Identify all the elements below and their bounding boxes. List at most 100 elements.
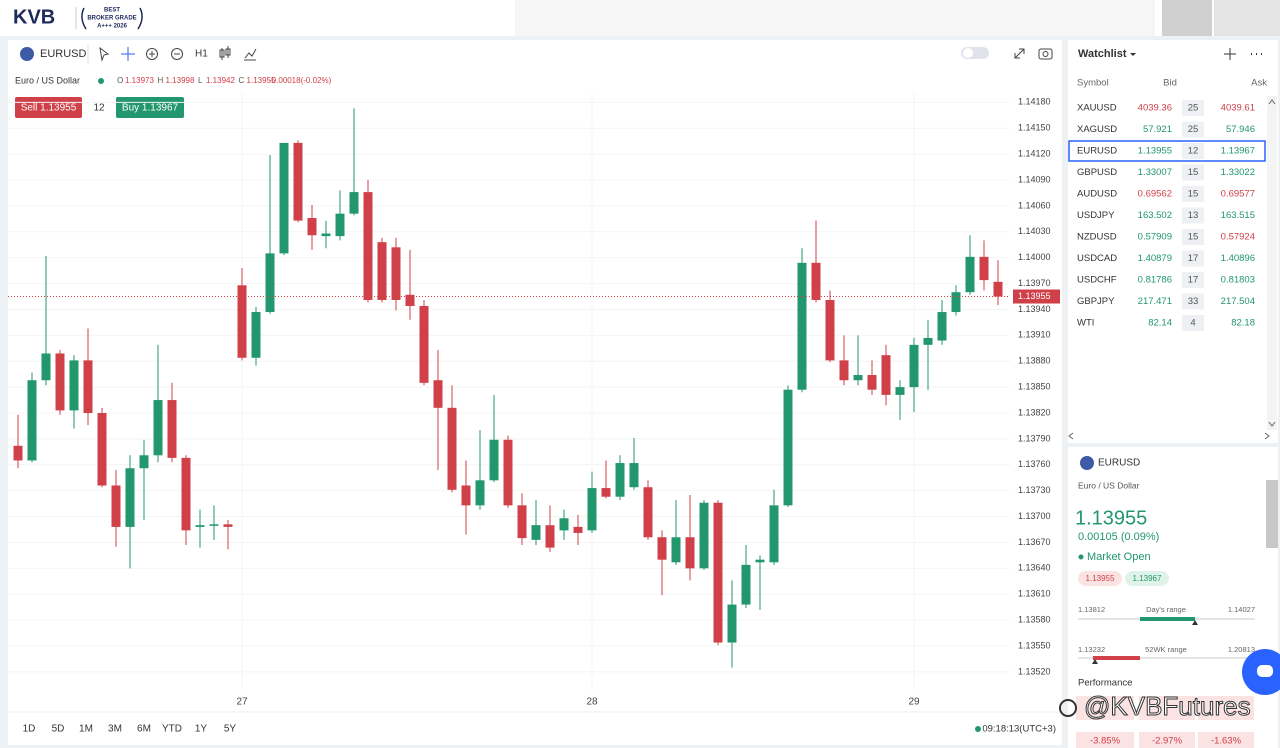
y-tick-label: 1.14030 bbox=[1018, 226, 1051, 236]
spread: 25 bbox=[1188, 124, 1199, 135]
spread-box bbox=[1182, 186, 1204, 202]
interval[interactable]: H1 bbox=[195, 49, 208, 60]
range-button[interactable]: YTD bbox=[162, 724, 182, 735]
watchlist-title[interactable]: Watchlist bbox=[1078, 48, 1127, 60]
dropdown-icon[interactable] bbox=[1130, 53, 1136, 56]
bid: 0.69562 bbox=[1138, 189, 1172, 200]
scrollbar-thumb[interactable] bbox=[1266, 480, 1278, 548]
spread: 15 bbox=[1188, 189, 1199, 200]
legend-key: H bbox=[158, 76, 164, 85]
crosshair-icon[interactable] bbox=[121, 47, 135, 61]
chart-type-icon[interactable] bbox=[219, 46, 231, 60]
candle-body bbox=[363, 192, 373, 300]
ask: 1.13967 bbox=[1221, 146, 1255, 157]
cursor-icon[interactable] bbox=[99, 46, 110, 62]
candle-body bbox=[307, 217, 317, 236]
indicator-icon[interactable] bbox=[244, 48, 257, 61]
range-button[interactable]: 1Y bbox=[195, 724, 208, 735]
column-header: Ask bbox=[1251, 78, 1267, 89]
scroll-arrows[interactable] bbox=[1068, 99, 1276, 440]
spread: 17 bbox=[1188, 275, 1199, 286]
bid: 1.13955 bbox=[1138, 146, 1172, 157]
candle-body bbox=[769, 505, 779, 563]
column-header: Bid bbox=[1163, 78, 1177, 89]
range-button[interactable]: 1D bbox=[23, 724, 36, 735]
y-tick-label: 1.13760 bbox=[1018, 459, 1051, 469]
sell-label[interactable]: Sell 1.13955 bbox=[21, 103, 77, 114]
toolbar-symbol[interactable]: EURUSD bbox=[40, 48, 87, 60]
scrollbar[interactable] bbox=[1267, 96, 1277, 430]
candle-body bbox=[741, 564, 751, 605]
candle-body bbox=[783, 389, 793, 506]
candle-body bbox=[405, 294, 415, 307]
y-tick-label: 1.14090 bbox=[1018, 174, 1051, 184]
symbol[interactable]: NZDUSD bbox=[1077, 232, 1117, 243]
buy-label[interactable]: Buy 1.13967 bbox=[122, 103, 179, 114]
bid: 1.40879 bbox=[1138, 253, 1172, 264]
clock-dot bbox=[975, 726, 981, 732]
candle-body bbox=[643, 487, 653, 538]
y-tick-label: 1.14180 bbox=[1018, 97, 1051, 107]
flag-icon bbox=[20, 47, 34, 61]
range-button[interactable]: 6M bbox=[137, 724, 151, 735]
details-price: 1.13955 bbox=[1075, 507, 1147, 529]
candle-body bbox=[13, 445, 23, 461]
clock: 09:18:13(UTC+3) bbox=[982, 724, 1056, 735]
spread-box bbox=[1182, 229, 1204, 245]
performance-cell bbox=[1076, 732, 1134, 748]
chat-icon bbox=[1257, 665, 1273, 677]
symbol[interactable]: USDCAD bbox=[1077, 253, 1117, 264]
range-button[interactable]: 5Y bbox=[224, 724, 237, 735]
candle-body bbox=[41, 353, 51, 381]
candle-body bbox=[531, 525, 541, 540]
candle-body bbox=[811, 262, 821, 300]
zoom-out-icon[interactable] bbox=[171, 48, 183, 60]
symbol[interactable]: XAGUSD bbox=[1077, 124, 1117, 135]
range-marker bbox=[1092, 659, 1098, 664]
ask: 4039.61 bbox=[1221, 103, 1255, 114]
zoom-in-icon[interactable] bbox=[149, 51, 155, 57]
candle-body bbox=[251, 312, 261, 358]
symbol[interactable]: GBPJPY bbox=[1077, 296, 1115, 307]
spread: 15 bbox=[1188, 167, 1199, 178]
symbol[interactable]: USDJPY bbox=[1077, 210, 1115, 221]
candle-body bbox=[587, 488, 597, 531]
symbol[interactable]: EURUSD bbox=[1077, 146, 1117, 157]
fullscreen-icon[interactable] bbox=[1014, 48, 1025, 59]
y-tick-label: 1.13790 bbox=[1018, 433, 1051, 443]
details-name: Euro / US Dollar bbox=[1078, 480, 1140, 490]
candle-body bbox=[839, 360, 849, 381]
symbol[interactable]: USDCHF bbox=[1077, 275, 1117, 286]
column-header: Symbol bbox=[1077, 78, 1109, 89]
laurel bbox=[81, 7, 143, 30]
zoom-in-icon[interactable] bbox=[146, 48, 158, 60]
candle-body bbox=[657, 537, 667, 560]
bid: 0.57909 bbox=[1138, 232, 1172, 243]
watchlist-panel bbox=[1068, 40, 1278, 443]
range-button[interactable]: 5D bbox=[52, 724, 65, 735]
spread: 12 bbox=[93, 103, 105, 114]
candle-body bbox=[671, 537, 681, 563]
symbol[interactable]: GBPUSD bbox=[1077, 167, 1117, 178]
range-button[interactable]: 1M bbox=[79, 724, 93, 735]
performance-value: -2.97% bbox=[1152, 736, 1183, 747]
candle-body bbox=[881, 355, 891, 395]
symbol[interactable]: WTI bbox=[1077, 318, 1094, 329]
candle-body bbox=[153, 400, 163, 456]
range-label: Day's range bbox=[1146, 605, 1186, 614]
spread-box bbox=[1182, 250, 1204, 267]
performance-cell bbox=[1198, 696, 1254, 720]
candle-body bbox=[699, 502, 709, 569]
camera-icon[interactable] bbox=[1038, 48, 1053, 60]
spread: 25 bbox=[1188, 103, 1199, 114]
y-tick-label: 1.14000 bbox=[1018, 252, 1051, 262]
candle-body bbox=[629, 463, 639, 488]
range-button[interactable]: 3M bbox=[108, 724, 122, 735]
symbol[interactable]: XAUUSD bbox=[1077, 103, 1117, 114]
y-tick-label: 1.13970 bbox=[1018, 278, 1051, 288]
add-icon[interactable] bbox=[1224, 48, 1236, 60]
legend-value: 1.13998 bbox=[166, 76, 195, 85]
symbol[interactable]: AUDUSD bbox=[1077, 189, 1117, 200]
bid-value: 1.13955 bbox=[1086, 574, 1115, 583]
